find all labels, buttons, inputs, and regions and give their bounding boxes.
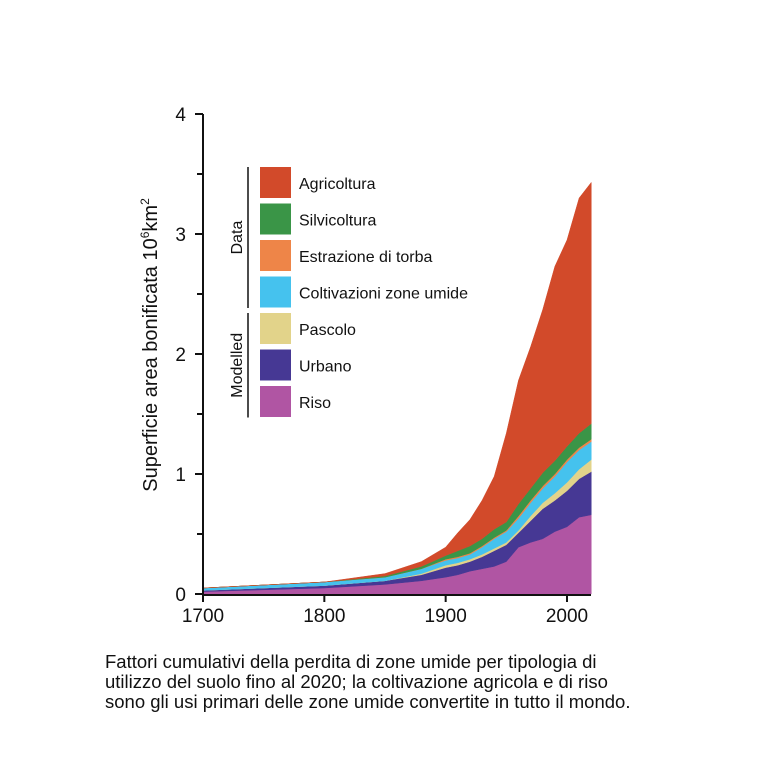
legend-label: Coltivazioni zone umide xyxy=(299,286,468,303)
x-tick-label: 1700 xyxy=(182,606,224,627)
stacked-area-chart: 0 1 2 3 4 1700 1800 1900 2000 Superficie area bo… xyxy=(138,105,592,627)
legend-group-label: Modelled xyxy=(229,333,246,398)
axes: 0 1 2 3 4 1700 1800 1900 2000 xyxy=(175,105,591,627)
caption-line: utilizzo del suolo fino al 2020; la colt… xyxy=(105,671,608,692)
legend-swatch xyxy=(260,167,291,198)
x-tick-label: 2000 xyxy=(546,606,588,627)
y-tick-label: 2 xyxy=(175,345,186,366)
x-tick-label: 1800 xyxy=(303,606,345,627)
legend-swatch xyxy=(260,203,291,235)
figure-caption: Fattori cumulativi della perdita di zone… xyxy=(105,652,745,712)
legend-label: Estrazione di torba xyxy=(299,249,433,266)
y-tick-label: 4 xyxy=(175,105,186,126)
caption-line: Fattori cumulativi della perdita di zone… xyxy=(105,651,597,672)
legend-label: Pascolo xyxy=(299,322,356,339)
x-tick-label: 1900 xyxy=(425,606,467,627)
legend: Agricoltura Silvicoltura Estrazione di tor… xyxy=(229,167,468,418)
legend-label: Silvicoltura xyxy=(299,213,376,230)
area-agricoltura xyxy=(202,181,592,589)
y-tick-label: 3 xyxy=(175,225,186,246)
legend-swatch xyxy=(260,240,291,271)
legend-swatch xyxy=(260,386,291,417)
y-tick-label: 1 xyxy=(175,465,186,486)
legend-label: Urbano xyxy=(299,359,352,376)
legend-swatch xyxy=(260,276,291,308)
legend-label: Agricoltura xyxy=(299,176,376,193)
y-tick-label: 0 xyxy=(175,585,186,606)
legend-group-label: Data xyxy=(229,221,246,255)
legend-label: Riso xyxy=(299,395,331,412)
caption-line: sono gli usi primari delle zone umide co… xyxy=(105,691,631,712)
legend-swatch xyxy=(260,349,291,381)
legend-swatch xyxy=(260,313,291,344)
y-axis-label: Superficie area bonificata 106km2 xyxy=(138,198,162,492)
